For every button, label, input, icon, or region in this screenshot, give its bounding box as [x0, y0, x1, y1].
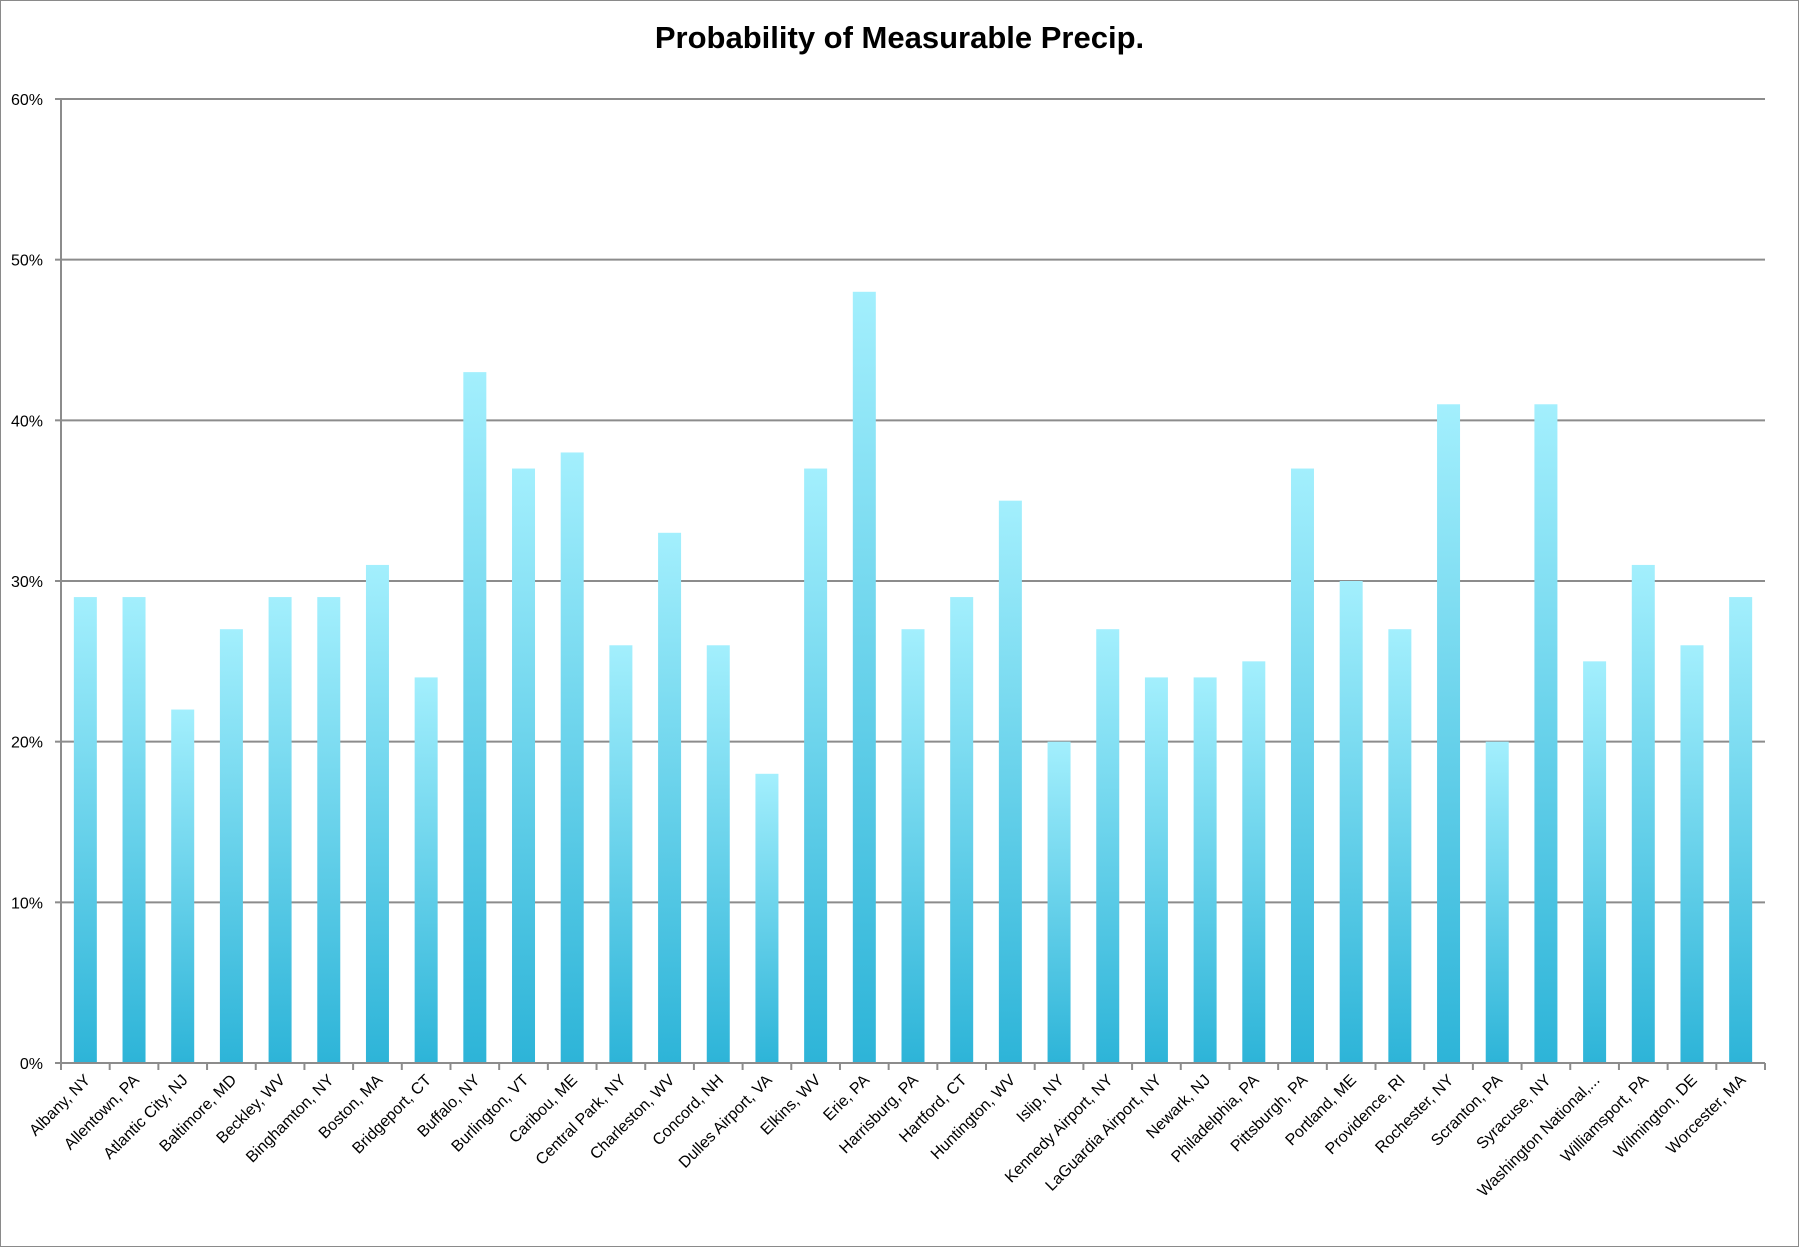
x-tick-label: Central Park, NY [533, 1072, 630, 1169]
bar-elkins-wv [804, 468, 828, 1063]
y-tick-label: 60% [11, 92, 43, 109]
bar-harrisburg-pa [901, 629, 925, 1063]
bar-hartford-ct [950, 597, 974, 1063]
bar-central-park-ny [609, 645, 633, 1063]
x-tick-label: Wilmington, DE [1611, 1072, 1701, 1162]
bar-williamsport-pa [1631, 564, 1655, 1063]
bar-dulles-airport-va [755, 773, 779, 1063]
bar-laguardia-airport-ny [1144, 677, 1168, 1063]
bar-syracuse-ny [1534, 404, 1558, 1063]
bar-pittsburgh-pa [1290, 468, 1314, 1063]
bar-atlantic-city-nj [171, 709, 195, 1063]
bar-allentown-pa [122, 597, 146, 1063]
y-tick-label: 0% [20, 1056, 43, 1073]
y-tick-label: 30% [11, 574, 43, 591]
bar-baltimore-md [219, 629, 243, 1063]
y-tick-label: 10% [11, 895, 43, 912]
bar-caribou-me [560, 452, 584, 1063]
bar-islip-ny [1047, 741, 1071, 1063]
x-tick-label: Huntington, WV [928, 1072, 1019, 1163]
bar-boston-ma [365, 564, 389, 1063]
x-tick-label: Binghamton, NY [243, 1072, 338, 1167]
y-tick-label: 20% [11, 735, 43, 752]
bar-albany-ny [73, 597, 97, 1063]
y-tick-label: 40% [11, 413, 43, 430]
bar-charleston-wv [658, 532, 682, 1063]
bar-huntington-wv [998, 500, 1022, 1064]
bar-philadelphia-pa [1242, 661, 1266, 1063]
bar-concord-nh [706, 645, 730, 1063]
bar-erie-pa [852, 291, 876, 1063]
chart-title: Probability of Measurable Precip. [654, 20, 1145, 55]
bar-wilmington-de [1680, 645, 1704, 1063]
x-tick-label: Dulles Airport, VA [676, 1072, 776, 1172]
bar-kennedy-airport-ny [1096, 629, 1120, 1063]
bar-binghamton-ny [317, 597, 341, 1063]
bar-providence-ri [1388, 629, 1412, 1063]
bar-beckley-wv [268, 597, 292, 1063]
y-tick-label: 50% [11, 253, 43, 270]
bar-rochester-ny [1437, 404, 1461, 1063]
bar-portland-me [1339, 581, 1363, 1063]
bar-bridgeport-ct [414, 677, 438, 1063]
bar-worcester-ma [1729, 597, 1753, 1063]
bar-scranton-pa [1485, 741, 1509, 1063]
x-tick-label: Charleston, WV [587, 1072, 678, 1163]
bar-burlington-vt [512, 468, 536, 1063]
x-tick-label: Atlantic City, NJ [101, 1072, 192, 1163]
x-tick-label: Williamsport, PA [1558, 1072, 1652, 1166]
x-tick-label: Philadelphia, PA [1168, 1072, 1262, 1166]
bar-newark-nj [1193, 677, 1217, 1063]
bar-washington-national- [1583, 661, 1607, 1063]
bar-buffalo-ny [463, 372, 487, 1064]
